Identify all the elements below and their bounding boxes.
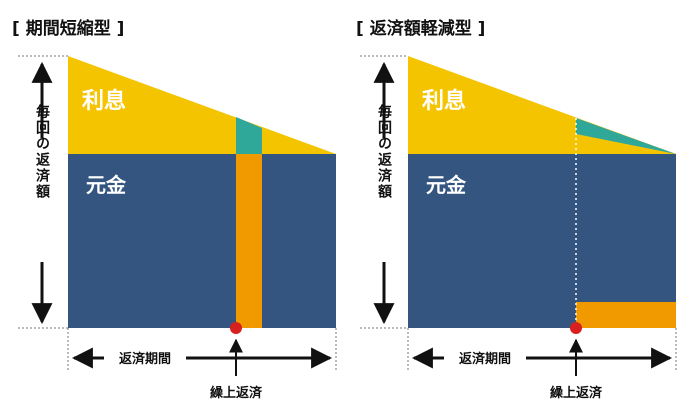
principal-label: 元金	[426, 173, 467, 197]
interest-area	[68, 56, 336, 154]
payment-amount-label: 毎回の返済額	[376, 103, 393, 200]
interest-label: 利息	[82, 88, 126, 114]
payment-amount-label: 毎回の返済額	[34, 103, 51, 200]
prepaid-principal	[576, 302, 676, 328]
panel-payment-reduction: [ 返済額軽減型 ] 利息 元金 毎回の返済額 返済期間 繰上返済	[356, 18, 677, 401]
prepayment-marker	[570, 322, 582, 334]
principal-area	[408, 154, 676, 328]
panel-title: [ 期間短縮型 ]	[12, 18, 124, 39]
panel-title: [ 返済額軽減型 ]	[356, 18, 485, 39]
prepaid-principal	[236, 154, 262, 328]
prepayment-marker	[230, 322, 242, 334]
prepaid-interest	[576, 118, 676, 154]
principal-area	[68, 154, 336, 328]
period-label: 返済期間	[119, 351, 171, 367]
interest-area	[408, 56, 676, 154]
prepayment-label: 繰上返済	[210, 385, 263, 401]
prepaid-interest	[236, 117, 262, 154]
interest-label: 利息	[422, 88, 466, 114]
prepayment-label: 繰上返済	[550, 385, 603, 401]
panel-term-reduction: [ 期間短縮型 ] 利息 元金 毎回の返済額 返済期間 繰上返済	[12, 18, 337, 401]
principal-label: 元金	[86, 173, 127, 197]
period-label: 返済期間	[459, 351, 511, 367]
